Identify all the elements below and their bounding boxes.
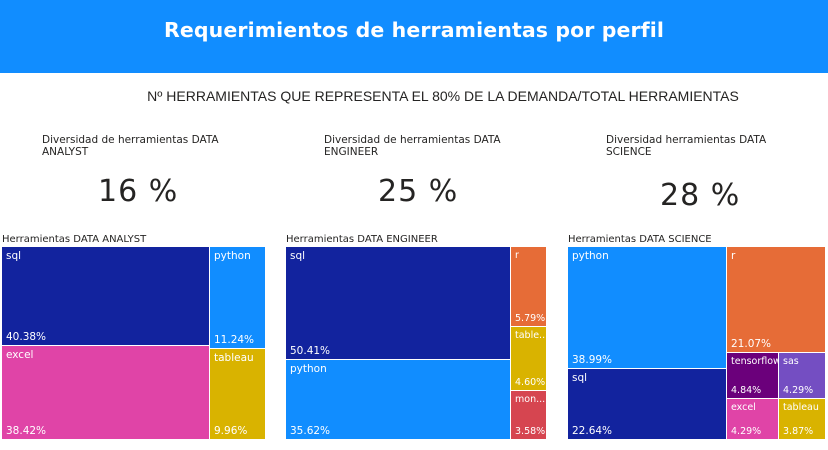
treemap-cell-tableau[interactable]: tableau 3.87% xyxy=(779,399,826,440)
treemap-cell-label: mon... xyxy=(515,394,546,405)
treemap-cell-excel[interactable]: excel 38.42% xyxy=(2,346,210,440)
treemap-title-data-engineer: Herramientas DATA ENGINEER xyxy=(286,234,438,245)
treemap-cell-label: excel xyxy=(731,402,756,413)
treemap-cell-value: 4.84% xyxy=(731,385,762,396)
treemap-cell-label: python xyxy=(572,250,609,262)
treemap-cell-value: 4.60% xyxy=(515,377,546,388)
treemap-cell-label: r xyxy=(515,250,519,261)
treemap-cell-value: 11.24% xyxy=(214,334,255,346)
treemap-cell-r[interactable]: r 5.79% xyxy=(511,247,547,327)
treemap-cell-label: r xyxy=(731,250,736,262)
treemap-cell-value: 38.42% xyxy=(6,425,47,437)
treemap-cell-value: 5.79% xyxy=(515,313,546,324)
treemap-cell-value: 35.62% xyxy=(290,425,331,437)
treemap-cell-python[interactable]: python 35.62% xyxy=(286,360,511,440)
treemap-cell-value: 50.41% xyxy=(290,345,331,357)
treemap-cell-label: tensorflow xyxy=(731,356,779,367)
treemap-cell-label: sql xyxy=(6,250,22,262)
treemap-cell-sql[interactable]: sql 50.41% xyxy=(286,247,511,360)
treemap-cell-value: 3.58% xyxy=(515,426,546,437)
treemap-cell-label: tableau xyxy=(783,402,819,413)
card-label-data-analyst: Diversidad de herramientas DATA ANALYST xyxy=(42,134,219,158)
treemap-cell-value: 3.87% xyxy=(783,426,814,437)
treemap-cell-python[interactable]: python 11.24% xyxy=(210,247,266,349)
treemap-cell-label: sas xyxy=(783,356,799,367)
treemap-title-data-science: Herramientas DATA SCIENCE xyxy=(568,234,712,245)
treemap-cell-label: python xyxy=(214,250,251,262)
card-value-data-analyst: 16 % xyxy=(98,174,179,209)
treemap-cell-python[interactable]: python 38.99% xyxy=(568,247,727,369)
treemap-cell-label: sql xyxy=(290,250,306,262)
page-title: Requerimientos de herramientas por perfi… xyxy=(164,18,664,42)
treemap-cell-sas[interactable]: sas 4.29% xyxy=(779,353,826,399)
card-label-data-engineer: Diversidad de herramientas DATA ENGINEER xyxy=(324,134,501,158)
treemap-cell-r[interactable]: r 21.07% xyxy=(727,247,826,353)
treemap-cell-excel[interactable]: excel 4.29% xyxy=(727,399,779,440)
treemap-cell-mon[interactable]: mon... 3.58% xyxy=(511,391,547,440)
card-value-data-engineer: 25 % xyxy=(378,174,459,209)
treemap-data-analyst: sql 40.38% excel 38.42% python 11.24% tableau 9… xyxy=(2,247,266,440)
treemap-cell-label: table... xyxy=(515,330,547,341)
treemap-cell-value: 38.99% xyxy=(572,354,613,366)
treemap-cell-label: excel xyxy=(6,349,34,361)
treemap-cell-label: python xyxy=(290,363,327,375)
treemap-title-data-analyst: Herramientas DATA ANALYST xyxy=(2,234,147,245)
treemap-cell-value: 4.29% xyxy=(731,426,762,437)
treemap-cell-tableau[interactable]: tableau 9.96% xyxy=(210,349,266,440)
treemap-cell-value: 21.07% xyxy=(731,338,772,350)
header-bar: Requerimientos de herramientas por perfi… xyxy=(0,0,828,73)
card-value-data-science: 28 % xyxy=(660,178,741,213)
treemap-data-engineer: sql 50.41% python 35.62% r 5.79% table... 4.60%… xyxy=(286,247,547,440)
treemap-cell-value: 22.64% xyxy=(572,425,613,437)
treemap-cell-table[interactable]: table... 4.60% xyxy=(511,327,547,391)
treemap-cell-value: 9.96% xyxy=(214,425,248,437)
treemap-cell-sql[interactable]: sql 22.64% xyxy=(568,369,727,440)
treemap-cell-value: 4.29% xyxy=(783,385,814,396)
treemap-cell-sql[interactable]: sql 40.38% xyxy=(2,247,210,346)
card-label-data-science: Diversidad herramientas DATA SCIENCE xyxy=(606,134,767,158)
treemap-data-science: python 38.99% sql 22.64% r 21.07% tensorflow 4.… xyxy=(568,247,826,440)
treemap-cell-value: 40.38% xyxy=(6,331,47,343)
treemap-cell-tensorflow[interactable]: tensorflow 4.84% xyxy=(727,353,779,399)
treemap-cell-label: sql xyxy=(572,372,588,384)
section-subtitle: Nº HERRAMIENTAS QUE REPRESENTA EL 80% DE… xyxy=(147,88,739,104)
treemap-cell-label: tableau xyxy=(214,352,254,364)
